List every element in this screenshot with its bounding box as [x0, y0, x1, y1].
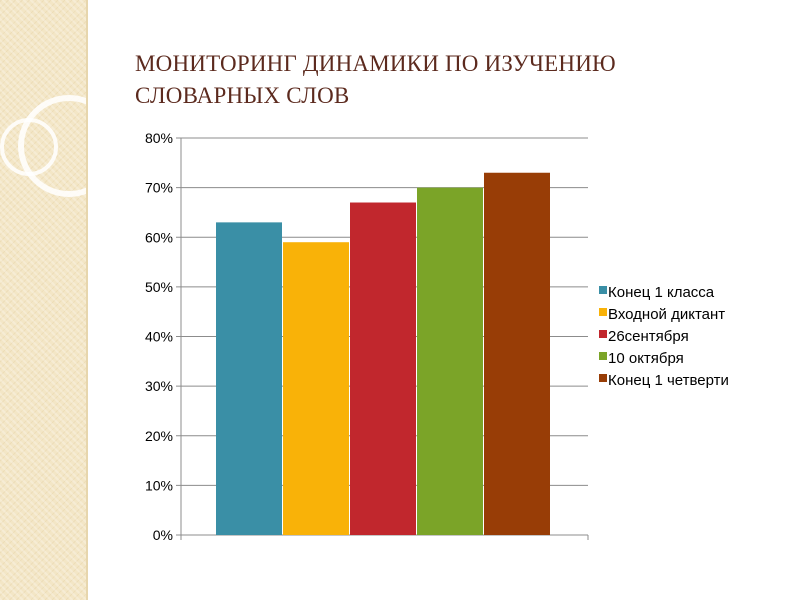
- legend-swatch: [599, 286, 607, 294]
- y-tick-label: 50%: [145, 279, 173, 295]
- legend-label: Конец 1 четверти: [608, 372, 729, 389]
- chart-axes: 0% 10% 20% 30% 40% 50% 60% 70% 80%: [145, 130, 589, 543]
- side-panel-divider: [86, 0, 88, 600]
- decorative-side-panel: [0, 0, 88, 600]
- legend-label: 26сентября: [608, 328, 689, 345]
- legend-swatch: [599, 374, 607, 382]
- legend-label: Входной диктант: [608, 306, 725, 323]
- y-tick-label: 0%: [153, 527, 173, 543]
- legend-swatch: [599, 308, 607, 316]
- y-tick-label: 80%: [145, 130, 173, 146]
- slide-title-line-2: СЛОВАРНЫХ СЛОВ: [135, 83, 350, 108]
- y-tick-label: 30%: [145, 378, 173, 394]
- y-tick-label: 60%: [145, 229, 173, 245]
- bar-1: [216, 222, 282, 536]
- decorative-ring-small: [0, 118, 58, 176]
- legend-swatch: [599, 330, 607, 338]
- legend-swatch: [599, 352, 607, 360]
- y-tick-label: 20%: [145, 428, 173, 444]
- legend-label: 10 октября: [608, 350, 684, 367]
- slide-title: МОНИТОРИНГ ДИНАМИКИ ПО ИЗУЧЕНИЮ СЛОВАРНЫ…: [135, 48, 775, 112]
- y-tick-label: 40%: [145, 329, 173, 345]
- chart-legend: Конец 1 класса Входной диктант 26сентября 1…: [599, 284, 729, 389]
- bar-3: [350, 202, 416, 535]
- bar-5: [484, 172, 550, 536]
- bar-4: [417, 187, 483, 535]
- legend-label: Конец 1 класса: [608, 284, 715, 301]
- slide-title-line-1: МОНИТОРИНГ ДИНАМИКИ ПО ИЗУЧЕНИЮ: [135, 51, 616, 76]
- y-tick-label: 70%: [145, 180, 173, 196]
- bar-2: [283, 242, 349, 535]
- chart-bars: [216, 172, 550, 536]
- y-tick-label: 10%: [145, 477, 173, 493]
